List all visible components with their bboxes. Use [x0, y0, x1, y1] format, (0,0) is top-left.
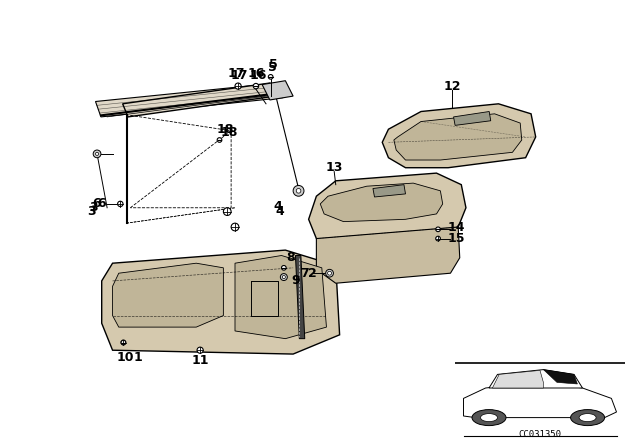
Text: 3: 3: [87, 205, 96, 218]
Text: 11: 11: [191, 354, 209, 367]
Polygon shape: [373, 185, 406, 197]
Circle shape: [328, 271, 332, 275]
Text: 6: 6: [97, 198, 106, 211]
Circle shape: [296, 189, 301, 193]
Polygon shape: [320, 183, 443, 222]
Text: 10: 10: [117, 351, 134, 364]
Circle shape: [293, 185, 304, 196]
Text: 5: 5: [268, 61, 276, 74]
Text: 8: 8: [287, 251, 295, 264]
Polygon shape: [296, 255, 305, 339]
Circle shape: [121, 340, 125, 345]
Circle shape: [436, 227, 440, 232]
Polygon shape: [262, 81, 293, 100]
Polygon shape: [489, 370, 582, 388]
Text: CC031350: CC031350: [518, 430, 561, 439]
Polygon shape: [492, 370, 543, 388]
Circle shape: [223, 208, 231, 215]
Polygon shape: [235, 255, 326, 339]
Text: 3: 3: [90, 201, 99, 214]
Polygon shape: [382, 104, 536, 168]
Circle shape: [280, 274, 287, 280]
Circle shape: [231, 223, 239, 231]
Text: 17: 17: [228, 66, 245, 79]
Text: 14: 14: [447, 220, 465, 233]
Text: 13: 13: [326, 161, 343, 174]
Circle shape: [282, 276, 285, 279]
Text: 16: 16: [250, 69, 267, 82]
Circle shape: [472, 409, 506, 426]
Circle shape: [217, 138, 222, 142]
Text: 12: 12: [444, 80, 461, 93]
Circle shape: [93, 150, 101, 158]
Text: 9: 9: [291, 275, 300, 288]
Text: 4: 4: [273, 200, 282, 213]
Circle shape: [197, 347, 204, 353]
Text: 4: 4: [276, 205, 284, 218]
Circle shape: [235, 83, 241, 89]
Circle shape: [579, 414, 596, 422]
Text: 2: 2: [308, 267, 317, 280]
Polygon shape: [102, 250, 340, 354]
Circle shape: [282, 266, 286, 270]
Text: 6: 6: [93, 198, 101, 211]
Polygon shape: [308, 173, 466, 246]
Text: 18: 18: [217, 123, 234, 136]
Polygon shape: [113, 263, 223, 327]
Polygon shape: [394, 114, 522, 160]
Text: 18: 18: [220, 126, 237, 139]
Polygon shape: [316, 227, 460, 283]
Circle shape: [571, 409, 605, 426]
Text: 7: 7: [300, 267, 309, 280]
Polygon shape: [95, 83, 283, 117]
Polygon shape: [543, 370, 577, 384]
Polygon shape: [123, 83, 275, 117]
Text: 5: 5: [269, 58, 278, 71]
Circle shape: [268, 74, 273, 79]
Text: 17: 17: [230, 69, 248, 82]
Circle shape: [121, 340, 125, 345]
Circle shape: [95, 152, 99, 155]
Circle shape: [326, 269, 333, 277]
Circle shape: [481, 414, 497, 422]
Polygon shape: [454, 112, 491, 125]
Circle shape: [253, 83, 259, 89]
Text: 16: 16: [248, 66, 266, 79]
Text: 15: 15: [447, 232, 465, 245]
Circle shape: [118, 201, 123, 207]
Text: 1: 1: [134, 351, 143, 364]
Circle shape: [436, 236, 440, 241]
Polygon shape: [463, 383, 616, 418]
